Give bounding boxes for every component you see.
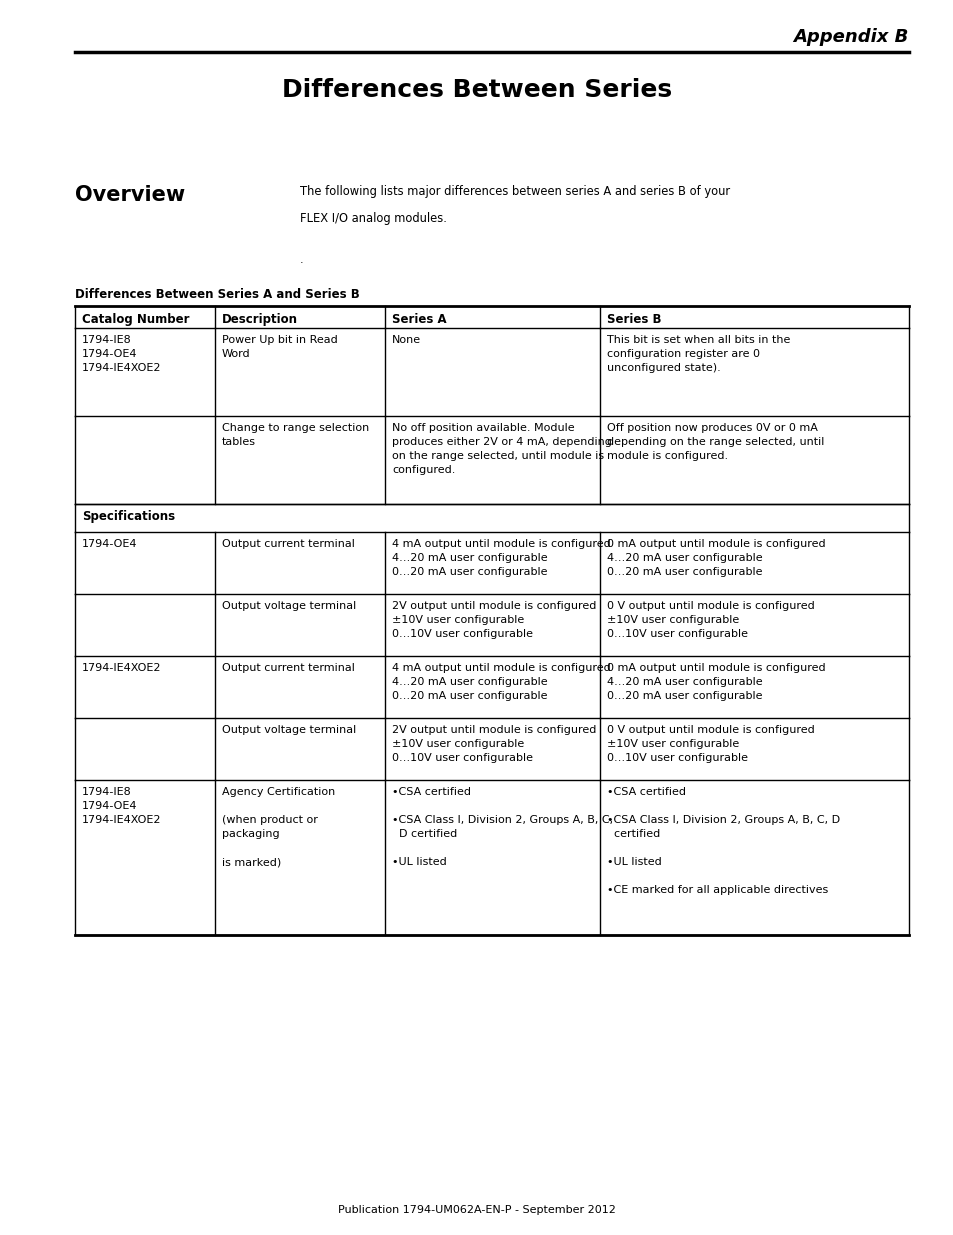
- Text: 1794-IE8
1794-OE4
1794-IE4XOE2: 1794-IE8 1794-OE4 1794-IE4XOE2: [82, 787, 161, 825]
- Text: 0 mA output until module is configured
4…20 mA user configurable
0…20 mA user co: 0 mA output until module is configured 4…: [606, 663, 824, 701]
- Text: Catalog Number: Catalog Number: [82, 312, 190, 326]
- Text: This bit is set when all bits in the
configuration register are 0
unconfigured s: This bit is set when all bits in the con…: [606, 335, 789, 373]
- Text: No off position available. Module
produces either 2V or 4 mA, depending
on the r: No off position available. Module produc…: [392, 424, 611, 475]
- Text: Appendix B: Appendix B: [793, 28, 908, 46]
- Text: 1794-IE4XOE2: 1794-IE4XOE2: [82, 663, 161, 673]
- Text: The following lists major differences between series A and series B of your: The following lists major differences be…: [299, 185, 729, 198]
- Text: •CSA certified

•CSA Class I, Division 2, Groups A, B, C, D
  certified

•UL lis: •CSA certified •CSA Class I, Division 2,…: [606, 787, 840, 895]
- Text: .: .: [299, 254, 303, 266]
- Text: Differences Between Series: Differences Between Series: [282, 78, 671, 103]
- Text: Output voltage terminal: Output voltage terminal: [222, 725, 355, 735]
- Text: Description: Description: [222, 312, 297, 326]
- Text: •CSA certified

•CSA Class I, Division 2, Groups A, B, C,
  D certified

•UL lis: •CSA certified •CSA Class I, Division 2,…: [392, 787, 613, 867]
- Text: Output current terminal: Output current terminal: [222, 663, 355, 673]
- Text: Off position now produces 0V or 0 mA
depending on the range selected, until
modu: Off position now produces 0V or 0 mA dep…: [606, 424, 823, 461]
- Text: 2V output until module is configured
±10V user configurable
0…10V user configura: 2V output until module is configured ±10…: [392, 601, 596, 638]
- Text: 0 mA output until module is configured
4…20 mA user configurable
0…20 mA user co: 0 mA output until module is configured 4…: [606, 538, 824, 577]
- Text: 1794-OE4: 1794-OE4: [82, 538, 137, 550]
- Text: Agency Certification

(when product or
packaging

is marked): Agency Certification (when product or pa…: [222, 787, 335, 867]
- Text: 0 V output until module is configured
±10V user configurable
0…10V user configur: 0 V output until module is configured ±1…: [606, 725, 814, 763]
- Text: Series A: Series A: [392, 312, 446, 326]
- Text: 0 V output until module is configured
±10V user configurable
0…10V user configur: 0 V output until module is configured ±1…: [606, 601, 814, 638]
- Text: None: None: [392, 335, 420, 345]
- Text: Overview: Overview: [75, 185, 185, 205]
- Text: Power Up bit in Read
Word: Power Up bit in Read Word: [222, 335, 337, 359]
- Text: Output current terminal: Output current terminal: [222, 538, 355, 550]
- Text: FLEX I/O analog modules.: FLEX I/O analog modules.: [299, 212, 446, 225]
- Text: 2V output until module is configured
±10V user configurable
0…10V user configura: 2V output until module is configured ±10…: [392, 725, 596, 763]
- Text: Publication 1794-UM062A-EN-P - September 2012: Publication 1794-UM062A-EN-P - September…: [337, 1205, 616, 1215]
- Text: Specifications: Specifications: [82, 510, 175, 522]
- Text: Change to range selection
tables: Change to range selection tables: [222, 424, 369, 447]
- Text: Series B: Series B: [606, 312, 660, 326]
- Text: Output voltage terminal: Output voltage terminal: [222, 601, 355, 611]
- Text: Differences Between Series A and Series B: Differences Between Series A and Series …: [75, 288, 359, 301]
- Text: 4 mA output until module is configured
4…20 mA user configurable
0…20 mA user co: 4 mA output until module is configured 4…: [392, 663, 610, 701]
- Text: 4 mA output until module is configured
4…20 mA user configurable
0…20 mA user co: 4 mA output until module is configured 4…: [392, 538, 610, 577]
- Text: 1794-IE8
1794-OE4
1794-IE4XOE2: 1794-IE8 1794-OE4 1794-IE4XOE2: [82, 335, 161, 373]
